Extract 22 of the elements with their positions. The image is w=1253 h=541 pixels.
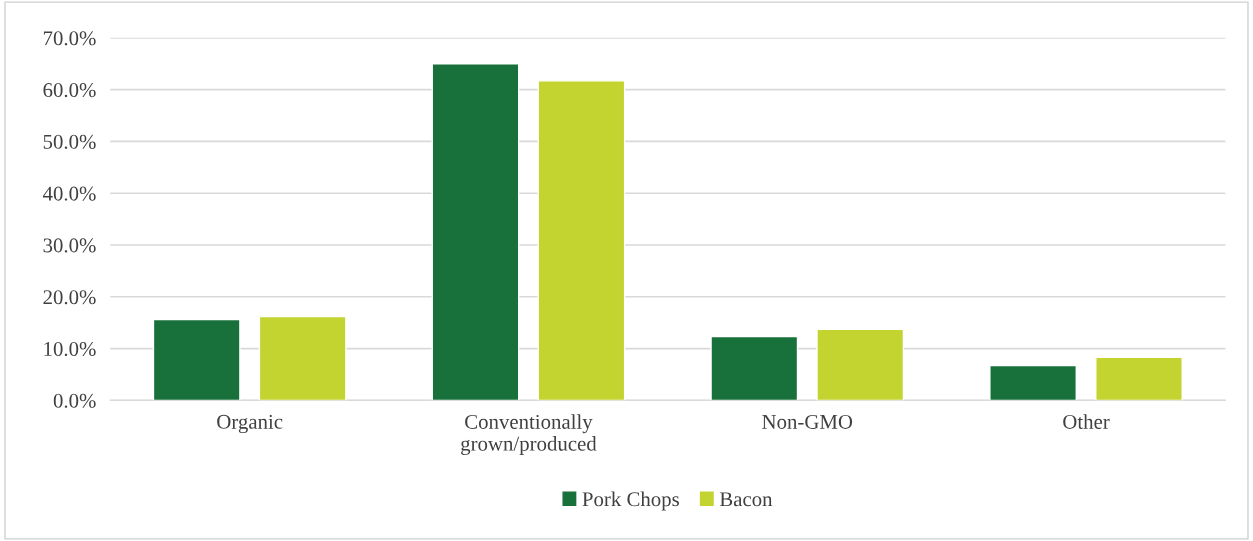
bar — [989, 364, 1077, 401]
x-tick-label: Conventionally grown/produced — [461, 414, 597, 456]
bar — [258, 315, 347, 401]
y-tick-label: 0.0% — [53, 393, 96, 408]
y-tick-label: 10.0% — [44, 341, 96, 357]
y-tick-label: 40.0% — [42, 186, 96, 201]
y-tick-label: 50.0% — [43, 134, 96, 149]
bar — [431, 63, 520, 401]
bar — [537, 80, 626, 401]
x-tick-label: Other — [1063, 414, 1110, 429]
bar — [816, 328, 905, 401]
y-tick-label: 30.0% — [43, 238, 96, 253]
y-tick-label: 20.0% — [43, 290, 96, 305]
bar — [710, 335, 799, 401]
x-tick-label: Organic — [217, 414, 283, 434]
x-tick-label: Non-GMO — [762, 414, 853, 429]
legend-label: Bacon — [719, 492, 773, 507]
bar — [152, 318, 241, 401]
legend-label: Pork Chops — [582, 491, 679, 511]
y-tick-label: 70.0% — [43, 31, 96, 46]
bar — [1095, 356, 1183, 401]
y-tick-label: 60.0% — [43, 83, 96, 98]
